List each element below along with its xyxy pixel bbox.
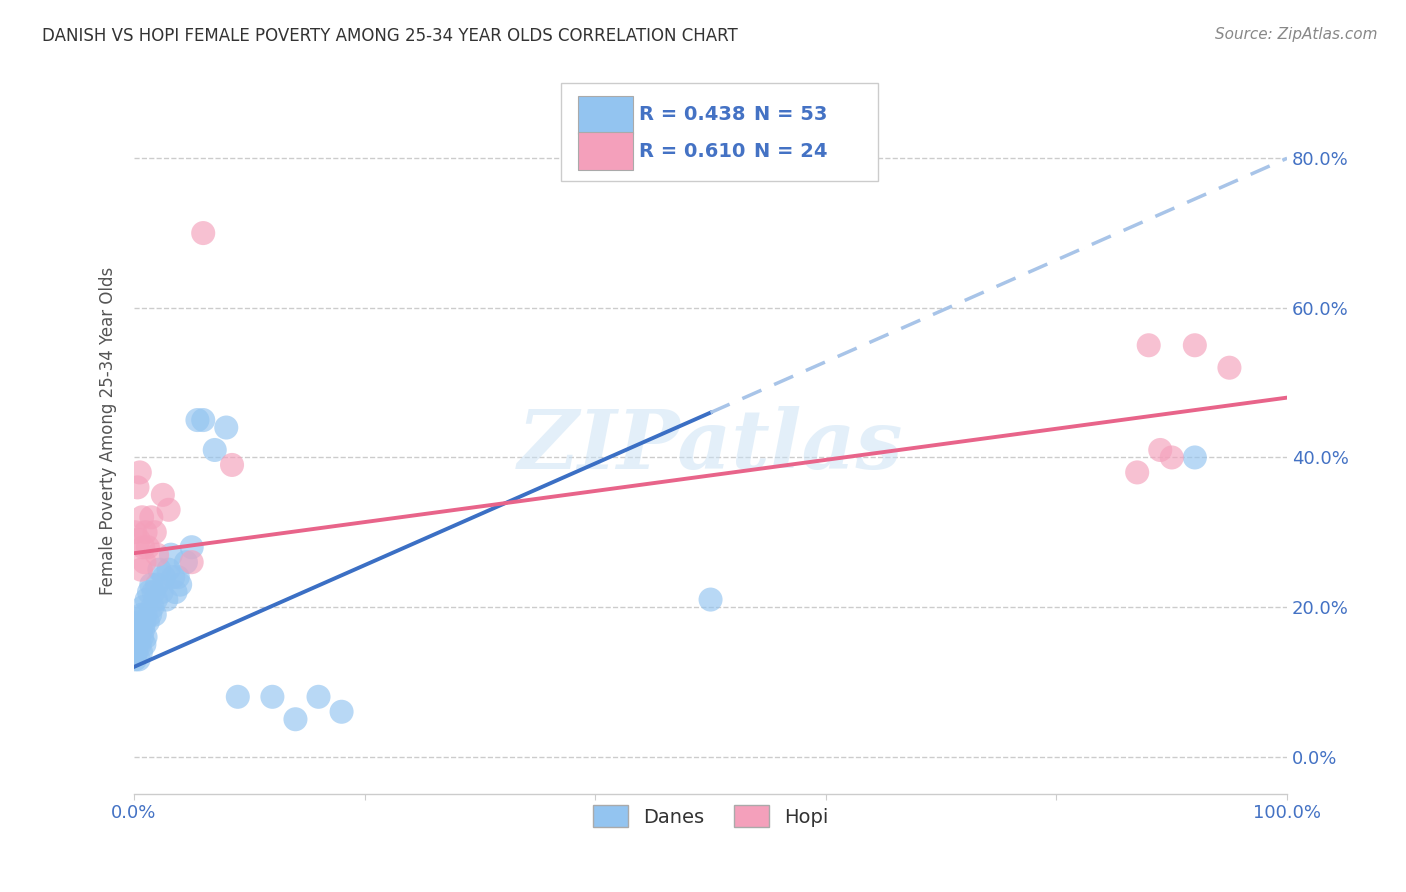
Point [1218,360,1240,375]
Point [134,555,156,569]
Point [157,563,180,577]
Point [134,637,156,651]
Point [128,466,150,480]
Point [1184,338,1206,352]
FancyBboxPatch shape [578,132,633,170]
Point [142,585,165,599]
Point [174,555,197,569]
Point [131,630,153,644]
Point [124,525,146,540]
Point [143,525,166,540]
Point [308,690,330,704]
Point [162,570,184,584]
Point [157,503,180,517]
Point [160,548,183,562]
Point [136,540,159,554]
Text: R = 0.438: R = 0.438 [640,105,745,125]
Point [262,690,284,704]
Text: Source: ZipAtlas.com: Source: ZipAtlas.com [1215,27,1378,42]
Point [152,488,174,502]
Point [132,540,155,554]
Point [128,533,150,547]
Text: N = 24: N = 24 [755,142,828,161]
FancyBboxPatch shape [561,83,877,181]
Point [1160,450,1182,465]
Point [150,585,173,599]
Point [135,592,157,607]
Point [215,420,238,434]
Point [145,592,167,607]
Point [143,607,166,622]
Point [226,690,249,704]
Point [146,548,169,562]
Point [129,645,152,659]
Text: N = 53: N = 53 [755,105,828,125]
Point [193,226,215,240]
Point [129,623,152,637]
Point [166,570,188,584]
Point [128,630,150,644]
Point [128,637,150,651]
Point [127,480,149,494]
Text: R = 0.610: R = 0.610 [640,142,745,161]
Point [153,570,176,584]
Point [1137,338,1160,352]
Point [139,607,162,622]
Point [180,540,202,554]
Point [125,630,148,644]
Point [186,413,208,427]
Legend: Danes, Hopi: Danes, Hopi [585,797,837,835]
Point [138,585,160,599]
Point [1126,466,1149,480]
Point [131,607,153,622]
Point [132,623,155,637]
Point [132,600,155,615]
Point [129,563,152,577]
Point [1149,442,1171,457]
Point [124,652,146,666]
Point [155,592,177,607]
Point [141,577,163,591]
Point [284,712,307,726]
Point [124,645,146,659]
Point [169,577,191,591]
Point [125,645,148,659]
FancyBboxPatch shape [578,96,633,134]
Point [221,458,243,472]
Point [127,623,149,637]
Point [148,563,170,577]
Point [131,510,153,524]
Point [141,510,163,524]
Point [330,705,353,719]
Point [135,525,157,540]
Point [180,555,202,569]
Point [146,577,169,591]
Point [193,413,215,427]
Text: DANISH VS HOPI FEMALE POVERTY AMONG 25-34 YEAR OLDS CORRELATION CHART: DANISH VS HOPI FEMALE POVERTY AMONG 25-3… [42,27,738,45]
Point [135,630,157,644]
Point [136,615,159,629]
Point [128,652,150,666]
Text: ZIPatlas: ZIPatlas [517,406,903,486]
Point [165,585,187,599]
Point [135,607,157,622]
Point [699,592,721,607]
Point [141,600,163,615]
Point [1184,450,1206,465]
Y-axis label: Female Poverty Among 25-34 Year Olds: Female Poverty Among 25-34 Year Olds [100,268,117,595]
Point [127,637,149,651]
Point [134,615,156,629]
Point [204,442,226,457]
Point [128,615,150,629]
